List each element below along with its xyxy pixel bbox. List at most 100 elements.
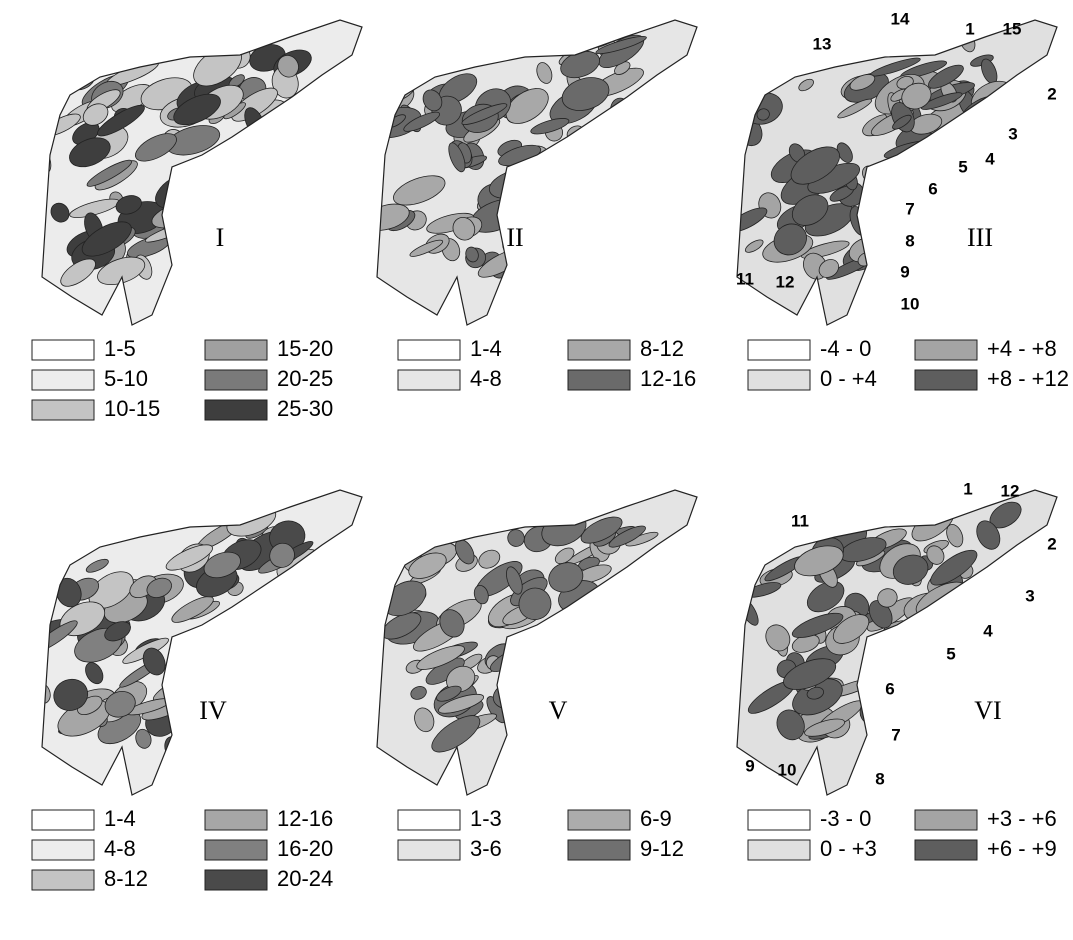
legend-swatch [32, 840, 94, 860]
map-annotation: 12 [776, 272, 795, 291]
legend-swatch [748, 370, 810, 390]
legend-swatch [205, 840, 267, 860]
legend-label: 4-8 [470, 366, 502, 391]
legend-label: 20-25 [277, 366, 333, 391]
legend-label: 1-4 [104, 806, 136, 831]
legend-label: 0 - +4 [820, 366, 877, 391]
map-annotation: 5 [958, 157, 967, 176]
legend-swatch [32, 370, 94, 390]
map-zone [504, 181, 562, 221]
legend-label: +8 - +12 [987, 366, 1069, 391]
legend-label: 15-20 [277, 336, 333, 361]
panel: II 1-4 4-8 8-12 12-16 [361, 20, 697, 391]
map [361, 20, 697, 325]
figure: I 1-5 5-10 10-15 15-20 20-25 25-30 II 1-4 4-8 8-12… [0, 0, 1073, 940]
legend-label: -4 - 0 [820, 336, 871, 361]
legend-label: 1-5 [104, 336, 136, 361]
legend-swatch [915, 810, 977, 830]
legend-label: 20-24 [277, 866, 333, 891]
legend-swatch [915, 340, 977, 360]
map [365, 490, 697, 795]
legend-swatch [398, 810, 460, 830]
panel-label: II [506, 223, 523, 252]
map-annotation: 13 [813, 34, 832, 53]
legend-swatch [568, 840, 630, 860]
map-zone [511, 164, 536, 194]
legend-label: +6 - +9 [987, 836, 1057, 861]
panel: V1-33-66-99-12 [365, 490, 697, 861]
map-annotation: 3 [1008, 124, 1017, 143]
legend-swatch [32, 400, 94, 420]
legend-swatch [748, 810, 810, 830]
panel-label: I [216, 223, 225, 252]
legend-swatch [205, 370, 267, 390]
legend-label: 9-12 [640, 836, 684, 861]
map-annotation: 3 [1025, 586, 1034, 605]
map-zone [171, 664, 194, 684]
map [29, 490, 362, 795]
legend-swatch [398, 370, 460, 390]
legend-label: 3-6 [470, 836, 502, 861]
legend-label: 8-12 [640, 336, 684, 361]
map-annotation: 14 [891, 9, 910, 28]
map-zone [162, 197, 206, 233]
legend-label: 1-3 [470, 806, 502, 831]
map-annotation: 10 [778, 760, 797, 779]
legend-label: 25-30 [277, 396, 333, 421]
legend-label: +3 - +6 [987, 806, 1057, 831]
legend-swatch [205, 340, 267, 360]
panel-label: III [967, 223, 993, 252]
map-annotation: 8 [875, 769, 884, 788]
map-annotation: 7 [891, 725, 900, 744]
map-annotation: 9 [900, 262, 909, 281]
legend-label: 10-15 [104, 396, 160, 421]
map-zone [527, 625, 555, 657]
panel-label: IV [199, 696, 227, 725]
legend-swatch [915, 840, 977, 860]
map-zone [507, 671, 526, 692]
legend-label: +4 - +8 [987, 336, 1057, 361]
map [735, 490, 1057, 795]
map-annotation: 5 [946, 644, 955, 663]
legend-swatch [748, 840, 810, 860]
map-annotation: 1 [965, 19, 974, 38]
map-annotation: 2 [1047, 84, 1056, 103]
legend-label: 4-8 [104, 836, 136, 861]
map-annotation: 9 [745, 756, 754, 775]
legend-label: -3 - 0 [820, 806, 871, 831]
legend-swatch [568, 370, 630, 390]
legend-label: 5-10 [104, 366, 148, 391]
legend-label: 12-16 [640, 366, 696, 391]
legend-swatch [32, 870, 94, 890]
legend-swatch [398, 340, 460, 360]
map-zone [168, 224, 209, 251]
map-annotation: 4 [983, 621, 993, 640]
panel: I 1-5 5-10 10-15 15-20 20-25 25-30 [32, 20, 362, 421]
map-annotation: 1 [963, 479, 972, 498]
map-annotation: 8 [905, 231, 914, 250]
map-annotation: 6 [928, 179, 937, 198]
legend-swatch [915, 370, 977, 390]
legend-swatch [568, 340, 630, 360]
legend-swatch [398, 840, 460, 860]
map-annotation: 10 [901, 294, 920, 313]
map-annotation: 6 [885, 679, 894, 698]
map-annotation: 11 [736, 269, 754, 288]
legend-swatch [205, 810, 267, 830]
legend-swatch [32, 810, 94, 830]
map-base [377, 20, 697, 325]
map-zone [174, 693, 200, 725]
map-annotation: 4 [985, 149, 995, 168]
panel: III-4 - 00 - +4+4 - +8+8 - +121234567891… [725, 9, 1069, 390]
legend-label: 1-4 [470, 336, 502, 361]
map-annotation: 12 [1001, 481, 1020, 500]
legend-label: 8-12 [104, 866, 148, 891]
legend-swatch [205, 870, 267, 890]
map-annotation: 15 [1003, 19, 1022, 38]
legend-swatch [568, 810, 630, 830]
legend-label: 12-16 [277, 806, 333, 831]
map-annotation: 7 [905, 199, 914, 218]
legend-label: 0 - +3 [820, 836, 877, 861]
